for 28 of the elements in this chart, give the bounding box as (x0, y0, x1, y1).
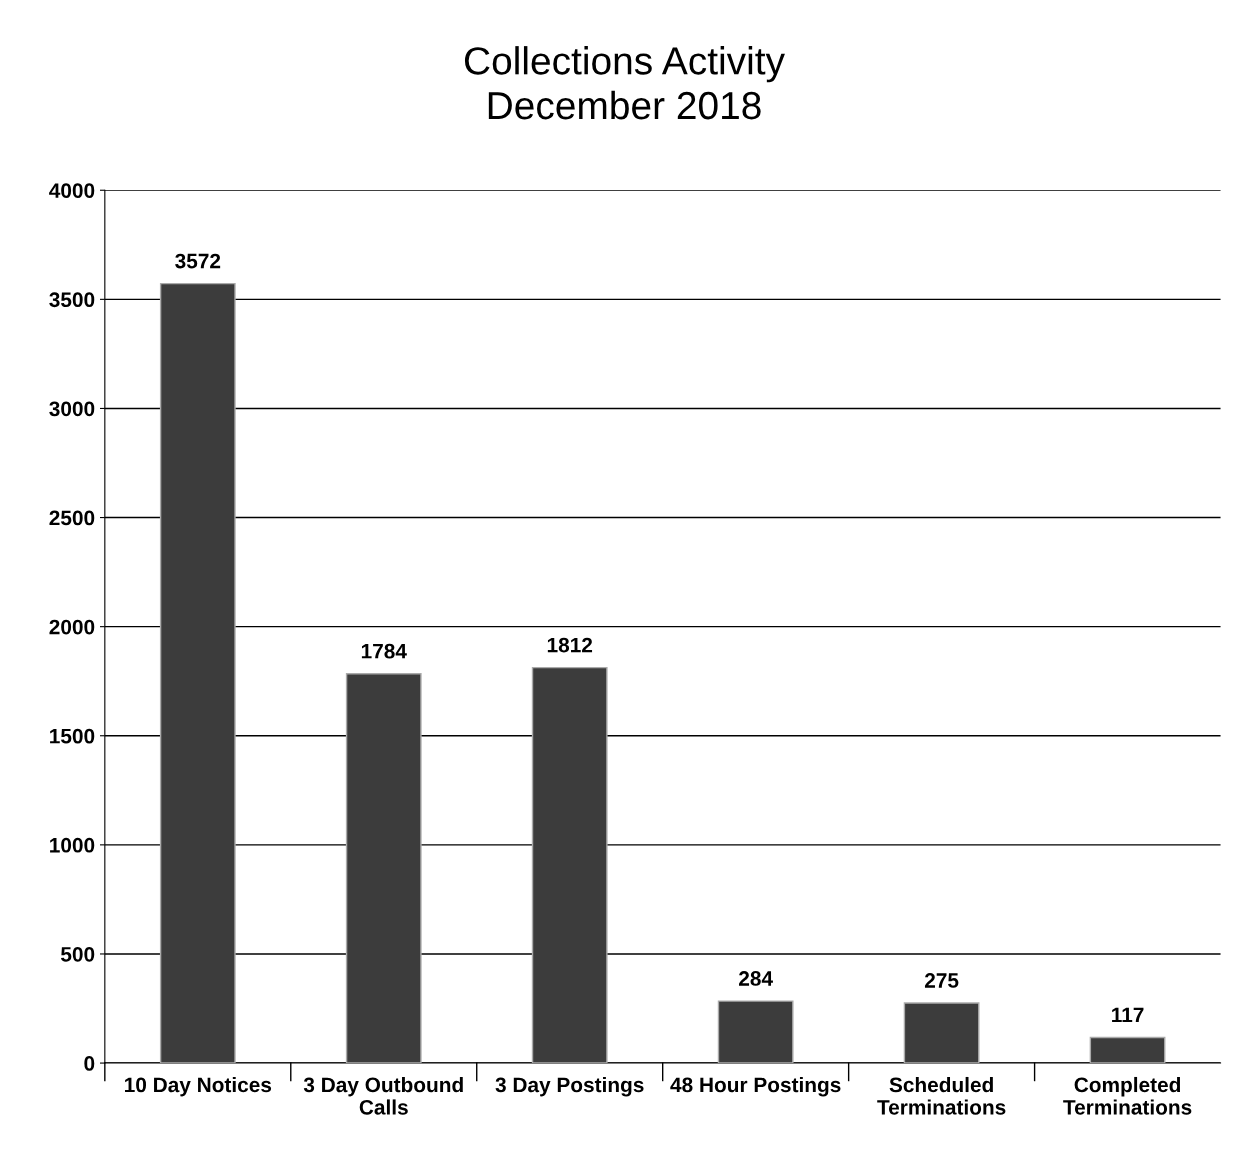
y-tick-label: 4000 (49, 183, 95, 198)
data-label: 1812 (547, 637, 593, 653)
bar (531, 666, 608, 1064)
x-tick-label: 48 Hour Postings (670, 1076, 841, 1097)
x-tick-label: 10 Day Notices (125, 1076, 272, 1097)
data-label: 284 (739, 971, 773, 986)
bar (717, 1000, 794, 1064)
x-tick-label: 3 Day Outbound Calls (303, 1076, 463, 1115)
y-tick-label: 3000 (49, 401, 95, 417)
data-label: 275 (924, 973, 959, 988)
y-tick-label: 0 (84, 1056, 95, 1071)
data-label: 117 (1112, 1007, 1144, 1023)
y-tick-label: 1000 (50, 837, 95, 853)
bar (159, 282, 236, 1064)
bar (903, 1002, 980, 1064)
data-label: 3572 (175, 253, 221, 269)
bar (1089, 1036, 1166, 1064)
x-tick-label: Completed Terminations (1063, 1076, 1192, 1115)
y-tick-label: 500 (61, 946, 95, 962)
x-tick-label: Scheduled Terminations (877, 1076, 1006, 1115)
y-tick-label: 1500 (50, 728, 95, 744)
chart-title: Collections Activity December 2018 (464, 46, 785, 120)
x-tick-label: 3 Day Postings (495, 1076, 644, 1097)
y-tick-label: 2500 (49, 510, 95, 526)
y-tick-label: 3500 (49, 292, 95, 308)
data-label: 1784 (361, 643, 407, 659)
bar (345, 673, 422, 1064)
y-tick-label: 2000 (49, 619, 95, 635)
